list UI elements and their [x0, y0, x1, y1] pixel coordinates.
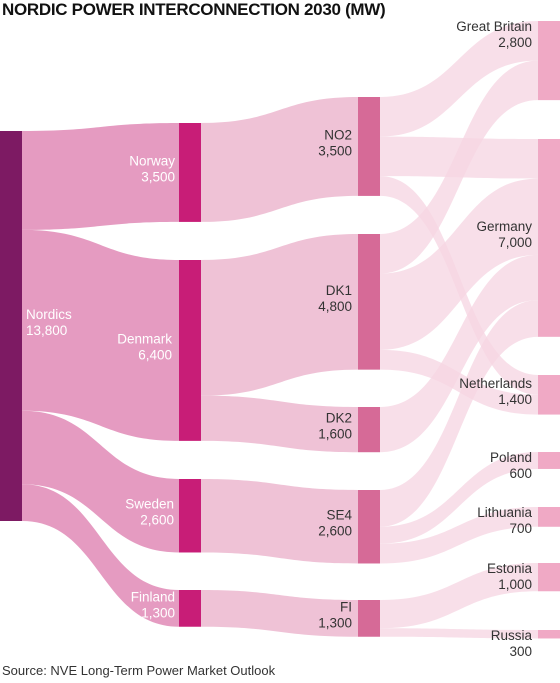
node-value-poland: 600	[509, 466, 532, 481]
link-finland-fi	[201, 590, 358, 637]
node-value-nordics: 13,800	[26, 323, 67, 338]
link-se4-poland	[380, 452, 538, 544]
link-dk1-germany	[380, 178, 538, 350]
node-value-fi: 1,300	[318, 615, 352, 630]
node-bar-dk2	[358, 407, 380, 453]
node-value-se4: 2,600	[318, 524, 352, 539]
node-label-fi: FI 1,300	[318, 599, 352, 630]
node-value-lithuania: 700	[509, 521, 532, 536]
node-name-russia: Russia	[491, 628, 533, 643]
link-se4-germany	[380, 300, 538, 527]
node-name-germany: Germany	[476, 219, 532, 234]
node-name-estonia: Estonia	[487, 561, 533, 576]
node-value-norway: 3,500	[141, 169, 175, 184]
node-bar-poland	[538, 452, 560, 469]
node-bar-denmark	[179, 260, 201, 441]
node-name-fi: FI	[340, 599, 352, 614]
node-bar-se4	[358, 490, 380, 564]
node-label-se4: SE4 2,600	[318, 508, 352, 539]
link-nordics-norway	[22, 123, 179, 230]
node-label-poland: Poland 600	[490, 450, 532, 481]
node-name-se4: SE4	[326, 508, 352, 523]
node-bar-estonia	[538, 563, 560, 592]
node-label-netherlands: Netherlands 1,400	[459, 376, 532, 407]
node-bar-norway	[179, 123, 201, 222]
link-dk1-netherlands	[380, 349, 538, 415]
node-label-nordics: Nordics 13,800	[26, 307, 72, 338]
node-bar-lithuania	[538, 507, 560, 527]
node-name-netherlands: Netherlands	[459, 376, 532, 391]
flow-links	[22, 21, 538, 639]
node-bar-nordics	[0, 131, 22, 521]
link-denmark-dk1	[201, 234, 358, 396]
node-label-great_britain: Great Britain 2,800	[456, 19, 532, 50]
node-bar-dk1	[358, 234, 380, 370]
node-name-sweden: Sweden	[125, 497, 174, 512]
node-bar-no2	[358, 97, 380, 196]
node-bar-fi	[358, 600, 380, 637]
node-name-no2: NO2	[324, 127, 352, 142]
node-name-finland: Finland	[131, 589, 175, 604]
node-bar-sweden	[179, 479, 201, 553]
node-name-lithuania: Lithuania	[477, 505, 532, 520]
node-label-lithuania: Lithuania 700	[477, 505, 532, 536]
node-label-russia: Russia 300	[491, 628, 533, 659]
node-label-sweden: Sweden 2,600	[125, 497, 174, 528]
node-bar-finland	[179, 590, 201, 627]
link-se4-lithuania	[380, 507, 538, 564]
node-bar-germany	[538, 139, 560, 337]
flow-nodes	[0, 21, 560, 639]
link-dk1-great_britain	[380, 60, 538, 274]
link-nordics-sweden	[22, 410, 179, 553]
node-value-denmark: 6,400	[138, 347, 172, 362]
node-label-denmark: Denmark 6,400	[117, 331, 172, 362]
node-name-nordics: Nordics	[26, 307, 72, 322]
node-label-dk1: DK1 4,800	[318, 283, 352, 314]
node-bar-netherlands	[538, 375, 560, 415]
link-dk2-germany	[380, 254, 538, 453]
node-value-finland: 1,300	[141, 605, 175, 620]
link-denmark-dk2	[201, 395, 358, 453]
node-value-sweden: 2,600	[140, 513, 174, 528]
node-value-netherlands: 1,400	[498, 392, 532, 407]
node-name-great_britain: Great Britain	[456, 19, 532, 34]
node-bar-great_britain	[538, 21, 560, 101]
node-label-no2: NO2 3,500	[318, 127, 352, 158]
node-bar-russia	[538, 630, 560, 639]
node-value-dk1: 4,800	[318, 299, 352, 314]
node-name-norway: Norway	[129, 153, 175, 168]
link-fi-russia	[380, 628, 538, 639]
link-nordics-denmark	[22, 229, 179, 441]
chart-title: NORDIC POWER INTERCONNECTION 2030 (MW)	[2, 0, 386, 19]
node-value-dk2: 1,600	[318, 427, 352, 442]
node-label-dk2: DK2 1,600	[318, 411, 352, 442]
link-norway-no2	[201, 97, 358, 222]
link-no2-great_britain	[380, 21, 538, 137]
node-label-finland: Finland 1,300	[131, 589, 175, 620]
node-value-germany: 7,000	[498, 235, 532, 250]
node-name-poland: Poland	[490, 450, 532, 465]
node-value-estonia: 1,000	[498, 577, 532, 592]
source-note: Source: NVE Long-Term Power Market Outlo…	[2, 663, 276, 678]
link-fi-estonia	[380, 563, 538, 629]
link-sweden-se4	[201, 479, 358, 564]
node-name-denmark: Denmark	[117, 331, 172, 346]
node-value-russia: 300	[509, 644, 532, 659]
node-value-no2: 3,500	[318, 143, 352, 158]
node-value-great_britain: 2,800	[498, 35, 532, 50]
node-name-dk1: DK1	[326, 283, 352, 298]
link-nordics-finland	[22, 484, 179, 627]
node-label-norway: Norway 3,500	[129, 153, 175, 184]
node-label-estonia: Estonia 1,000	[487, 561, 533, 592]
node-label-germany: Germany 7,000	[476, 219, 532, 250]
node-name-dk2: DK2	[326, 411, 352, 426]
